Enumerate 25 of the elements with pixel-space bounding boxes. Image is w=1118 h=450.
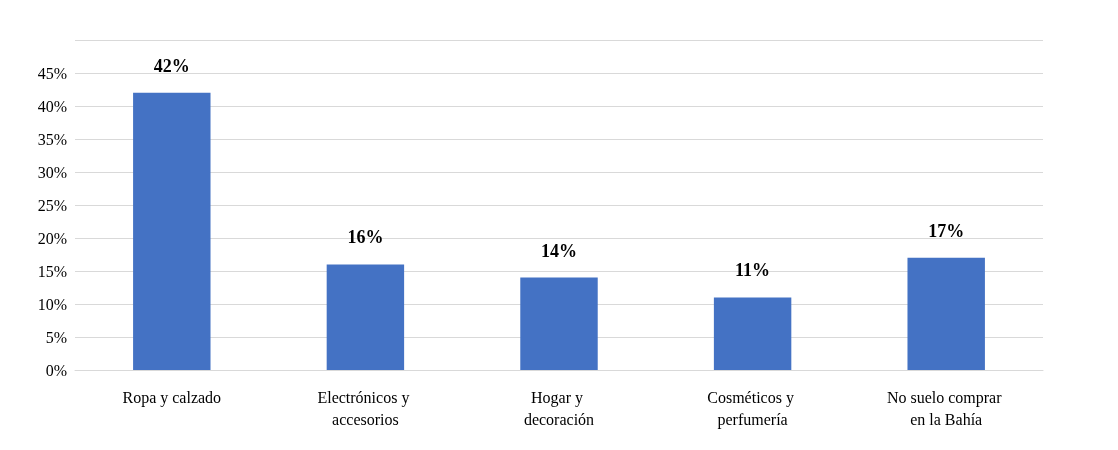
bar — [326, 264, 405, 370]
data-label: 14% — [541, 240, 577, 261]
y-tick-label: 35% — [37, 130, 67, 148]
y-tick-label: 45% — [37, 64, 67, 82]
data-label: 17% — [928, 220, 965, 241]
x-tick-label: Hogar y decoración — [523, 388, 595, 428]
bar — [713, 297, 792, 370]
x-tick-label: Ropa y calzado — [122, 388, 222, 407]
data-label: 11% — [735, 260, 771, 281]
y-tick-label: 20% — [37, 229, 67, 247]
y-tick-label: 30% — [37, 163, 67, 181]
y-tick-label: 10% — [37, 295, 67, 313]
y-tick-label: 40% — [37, 97, 67, 115]
bar — [520, 277, 598, 370]
y-tick-label: 5% — [45, 328, 67, 346]
y-tick-label: 0% — [45, 361, 67, 379]
x-tick-label: No suelo comprar en la Bahía — [886, 388, 1006, 428]
data-label: 42% — [153, 55, 190, 76]
y-tick-label: 25% — [37, 196, 67, 214]
y-tick-label: 15% — [37, 262, 67, 280]
x-tick-label: Electrónicos y accesorios — [317, 388, 414, 428]
bar — [133, 92, 211, 370]
x-tick-label: Cosméticos y perfumería — [707, 388, 798, 429]
bar — [907, 257, 985, 370]
data-label: 16% — [347, 227, 384, 248]
